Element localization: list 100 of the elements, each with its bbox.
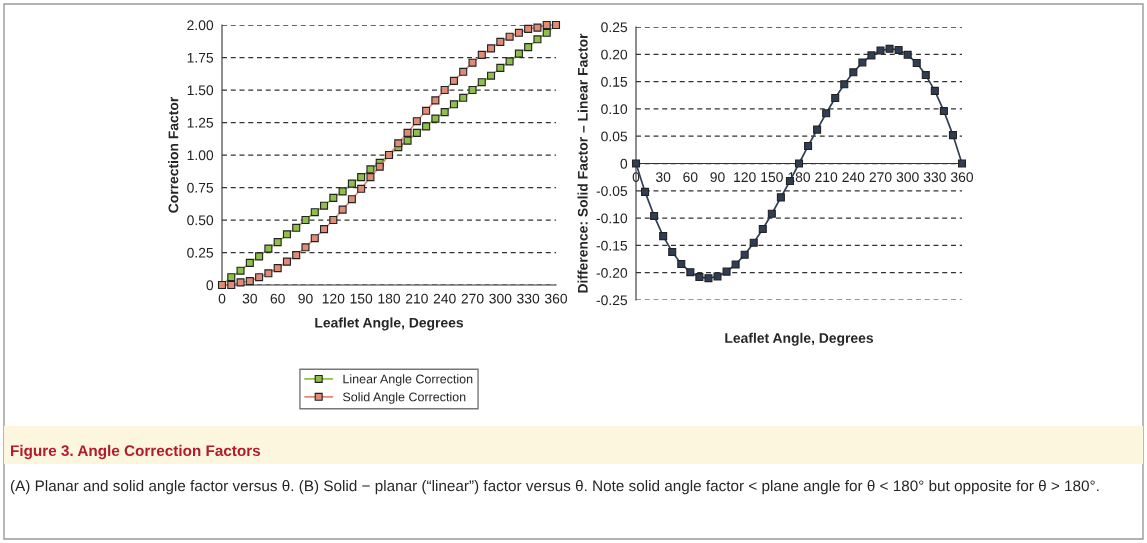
point xyxy=(273,238,282,247)
point xyxy=(440,108,449,117)
x-tick-label: 60 xyxy=(683,172,698,183)
point xyxy=(542,28,551,37)
point xyxy=(704,274,713,283)
point xyxy=(459,67,468,76)
point xyxy=(903,50,912,59)
y-tick-label: -0.15 xyxy=(596,240,628,251)
point xyxy=(524,24,533,33)
x-tick-label: 30 xyxy=(242,293,258,304)
y-tick-label: 1.75 xyxy=(187,52,214,63)
point xyxy=(487,71,496,80)
point xyxy=(731,260,740,269)
point xyxy=(650,211,659,220)
point xyxy=(264,269,273,278)
point xyxy=(758,224,767,234)
x-tick-label: 270 xyxy=(461,293,484,304)
point xyxy=(776,193,785,202)
point xyxy=(468,85,477,95)
y-tick-label: -0.20 xyxy=(596,268,628,278)
point xyxy=(459,93,468,102)
x-tick-label: 330 xyxy=(923,172,946,183)
point xyxy=(767,209,776,218)
point xyxy=(320,201,329,210)
y-tick-label: 0.15 xyxy=(601,76,628,87)
point xyxy=(255,273,264,282)
point xyxy=(227,273,236,282)
x-tick-label: 210 xyxy=(405,293,428,304)
point xyxy=(514,49,523,58)
x-axis-title: Leaflet Angle, Degrees xyxy=(315,317,464,331)
point xyxy=(894,45,903,54)
y-tick-label: -0.05 xyxy=(596,186,628,196)
point xyxy=(338,205,347,214)
point xyxy=(366,165,375,174)
point xyxy=(514,28,523,37)
point xyxy=(403,128,412,137)
point xyxy=(858,58,867,67)
y-axis-title: Difference: Solid Factor – Linear Factor xyxy=(577,33,588,293)
point xyxy=(921,71,930,80)
y-tick-label: 2.00 xyxy=(187,20,214,31)
x-tick-label: 150 xyxy=(761,172,783,183)
text: Figure 3. Angle Correction Factors xyxy=(11,444,261,460)
x-tick-label: 330 xyxy=(517,293,540,304)
x-tick-label: 120 xyxy=(322,293,345,304)
point xyxy=(403,136,412,145)
point xyxy=(713,272,722,281)
point xyxy=(948,131,957,140)
point xyxy=(695,273,704,282)
point xyxy=(449,76,458,85)
x-tick-label: 180 xyxy=(378,293,401,304)
point xyxy=(659,232,668,241)
point xyxy=(227,280,236,290)
point xyxy=(329,215,338,225)
point xyxy=(255,252,264,261)
point xyxy=(496,37,505,46)
point xyxy=(804,142,813,151)
point xyxy=(505,32,514,41)
point xyxy=(885,44,894,53)
y-tick-label: 0.05 xyxy=(601,131,628,142)
point xyxy=(236,266,245,275)
point xyxy=(477,78,486,87)
y-tick-label: 0 xyxy=(206,280,214,291)
point xyxy=(840,80,849,89)
point xyxy=(245,258,254,267)
x-tick-label: 90 xyxy=(298,293,313,304)
x-tick-label: 300 xyxy=(896,172,919,183)
point xyxy=(533,23,542,32)
point xyxy=(686,268,695,277)
x-tick-label: 360 xyxy=(544,293,568,304)
y-tick-label: 0.25 xyxy=(187,247,214,258)
point xyxy=(677,259,686,268)
point xyxy=(412,128,421,137)
point xyxy=(282,257,291,266)
y-tick-label: 0.25 xyxy=(601,22,628,33)
point xyxy=(533,35,542,44)
point xyxy=(310,234,319,243)
point xyxy=(505,57,514,66)
text: (A) Planar and solid angle factor versus θ. (B) Solid − planar (“linear”) factor versus θ. Note solid angle factor < plane angle for θ < 180° but opposite for θ > 180°. xyxy=(10,480,1099,495)
y-tick-label: 1.50 xyxy=(187,85,214,96)
legend-label: Linear Angle Correction xyxy=(343,374,473,386)
y-tick-label: 0 xyxy=(620,158,628,169)
x-tick-label: 210 xyxy=(815,172,838,183)
point xyxy=(347,179,356,188)
x-tick-label: 0 xyxy=(218,293,226,304)
point xyxy=(236,278,245,287)
y-tick-label: -0.10 xyxy=(596,213,628,224)
y-tick-label: 0.20 xyxy=(601,49,628,60)
point xyxy=(366,173,375,182)
point xyxy=(740,250,749,259)
point xyxy=(347,195,356,204)
point xyxy=(957,159,967,168)
y-tick-label: -0.25 xyxy=(596,295,628,306)
point xyxy=(282,230,291,239)
point xyxy=(831,93,840,103)
x-tick-label: 360 xyxy=(950,172,974,183)
x-tick-label: 120 xyxy=(734,172,756,183)
point xyxy=(292,251,301,260)
y-tick-label: 0.10 xyxy=(601,104,628,115)
point xyxy=(542,20,551,30)
point xyxy=(338,187,347,196)
